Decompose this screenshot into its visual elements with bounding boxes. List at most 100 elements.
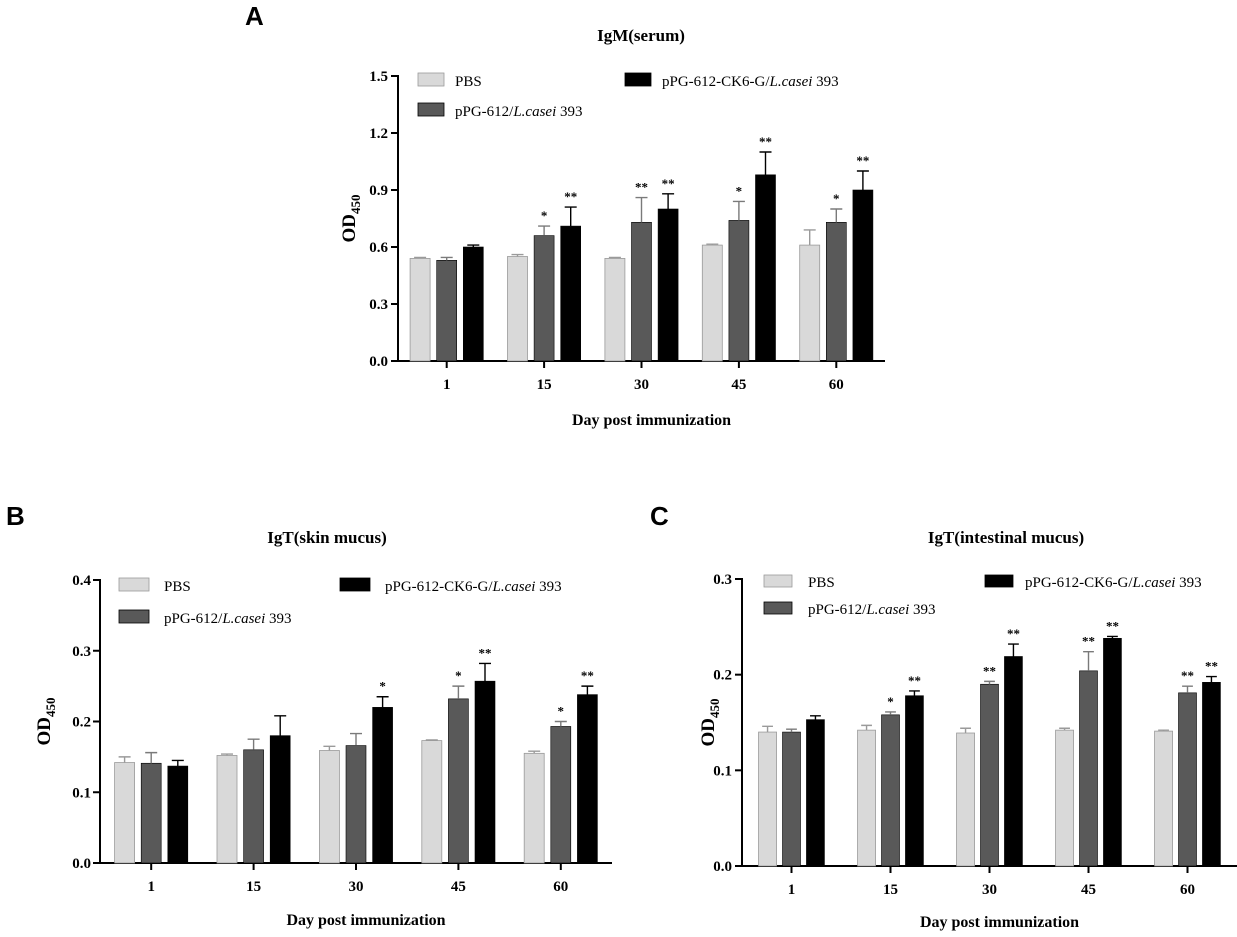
legend-swatch — [984, 574, 1014, 588]
x-tick-label: 30 — [349, 879, 364, 895]
significance-label: ** — [1181, 668, 1194, 683]
legend-label: pPG-612-CK6-G/L.casei 393 — [662, 74, 839, 90]
chart-title: IgM(serum) — [597, 26, 685, 45]
significance-label: * — [736, 183, 743, 198]
significance-label: ** — [479, 645, 492, 660]
error-bar — [608, 256, 621, 259]
error-bar — [581, 685, 594, 695]
y-axis-label: OD450 — [339, 195, 363, 243]
y-axis-label: OD450 — [698, 699, 722, 747]
significance-label: * — [455, 668, 462, 683]
bar — [560, 225, 582, 362]
legend-label: pPG-612-CK6-G/L.casei 393 — [385, 579, 562, 595]
bar — [1103, 638, 1122, 867]
y-tick-label: 0.3 — [369, 297, 388, 313]
bar — [956, 732, 975, 867]
error-bar — [706, 243, 719, 246]
error-bar — [425, 739, 438, 741]
y-tick-label: 0.0 — [713, 859, 732, 875]
y-tick-label: 0.2 — [72, 715, 91, 731]
x-tick-label: 15 — [246, 879, 261, 895]
bar — [604, 257, 626, 362]
bar — [243, 749, 264, 864]
significance-label: * — [887, 694, 894, 709]
x-axis-label: Day post immunization — [572, 412, 731, 429]
legend-label: PBS — [808, 575, 835, 591]
significance-label: ** — [635, 180, 648, 195]
error-bar — [861, 724, 872, 731]
significance-label: ** — [759, 134, 772, 149]
significance-label: * — [833, 191, 840, 206]
x-tick-label: 30 — [634, 377, 649, 393]
legend-swatch — [763, 574, 793, 588]
significance-label: ** — [581, 668, 594, 683]
error-bar — [1059, 727, 1070, 731]
bar — [1055, 729, 1074, 867]
error-bar — [810, 715, 821, 720]
x-axis-label: Day post immunization — [920, 914, 1079, 931]
error-bar — [564, 206, 577, 227]
bar — [806, 719, 825, 867]
y-tick-label: 0.1 — [713, 763, 732, 779]
bar — [550, 726, 572, 864]
panel-letter: A — [245, 1, 264, 31]
legend-label: pPG-612/L.casei 393 — [808, 602, 936, 618]
bar — [216, 755, 238, 864]
significance-label: * — [541, 208, 548, 223]
error-bar — [732, 200, 745, 221]
bar — [577, 694, 598, 864]
bar — [1004, 656, 1023, 867]
legend-swatch — [417, 102, 445, 117]
legend-swatch — [417, 72, 445, 87]
error-bar — [538, 225, 551, 236]
error-bar — [440, 256, 453, 261]
y-tick-label: 1.5 — [369, 69, 388, 85]
chart-panel-c: C IgT(intestinal mucus) 0.0 0.1 0.2 0.3 OD450 D… — [650, 501, 1237, 931]
bar — [852, 189, 874, 362]
y-tick-label: 0.9 — [369, 183, 388, 199]
significance-label: ** — [1106, 618, 1119, 633]
error-bar — [350, 732, 362, 746]
x-axis-label: Day post immunization — [286, 912, 445, 929]
error-bar — [1083, 651, 1094, 671]
error-bar — [885, 711, 896, 715]
x-tick-label: 45 — [731, 377, 746, 393]
error-bar — [467, 244, 480, 247]
significance-label: ** — [1007, 626, 1020, 641]
bar — [825, 222, 847, 362]
y-tick-label: 0.0 — [72, 856, 91, 872]
bar — [462, 246, 484, 362]
legend-swatch — [118, 577, 150, 592]
bar — [728, 220, 750, 362]
bar — [857, 729, 876, 867]
significance-label: ** — [662, 176, 675, 191]
bar — [409, 257, 431, 362]
x-tick-label: 60 — [1180, 882, 1195, 898]
legend-swatch — [118, 609, 150, 624]
bar — [799, 244, 821, 362]
bar — [755, 174, 776, 362]
legend-swatch — [624, 72, 652, 87]
significance-label: ** — [856, 153, 869, 168]
legend-label: PBS — [455, 74, 482, 90]
bar — [1154, 730, 1173, 867]
error-bar — [856, 170, 869, 190]
x-tick-label: 15 — [537, 377, 552, 393]
error-bar — [247, 738, 260, 750]
bar — [657, 208, 679, 362]
bar — [980, 683, 999, 867]
bar — [318, 750, 340, 864]
y-tick-label: 1.2 — [369, 126, 388, 142]
significance-label: * — [379, 679, 386, 694]
bar — [1079, 670, 1098, 867]
x-tick-label: 30 — [982, 882, 997, 898]
error-bar — [1008, 643, 1019, 657]
bar — [436, 259, 458, 362]
panel-letter: B — [6, 501, 25, 531]
x-tick-label: 1 — [147, 879, 155, 895]
legend-label: pPG-612-CK6-G/L.casei 393 — [1025, 575, 1202, 591]
error-bar — [118, 756, 131, 763]
error-bar — [662, 193, 675, 209]
bar — [881, 714, 900, 867]
error-bar — [221, 753, 233, 756]
